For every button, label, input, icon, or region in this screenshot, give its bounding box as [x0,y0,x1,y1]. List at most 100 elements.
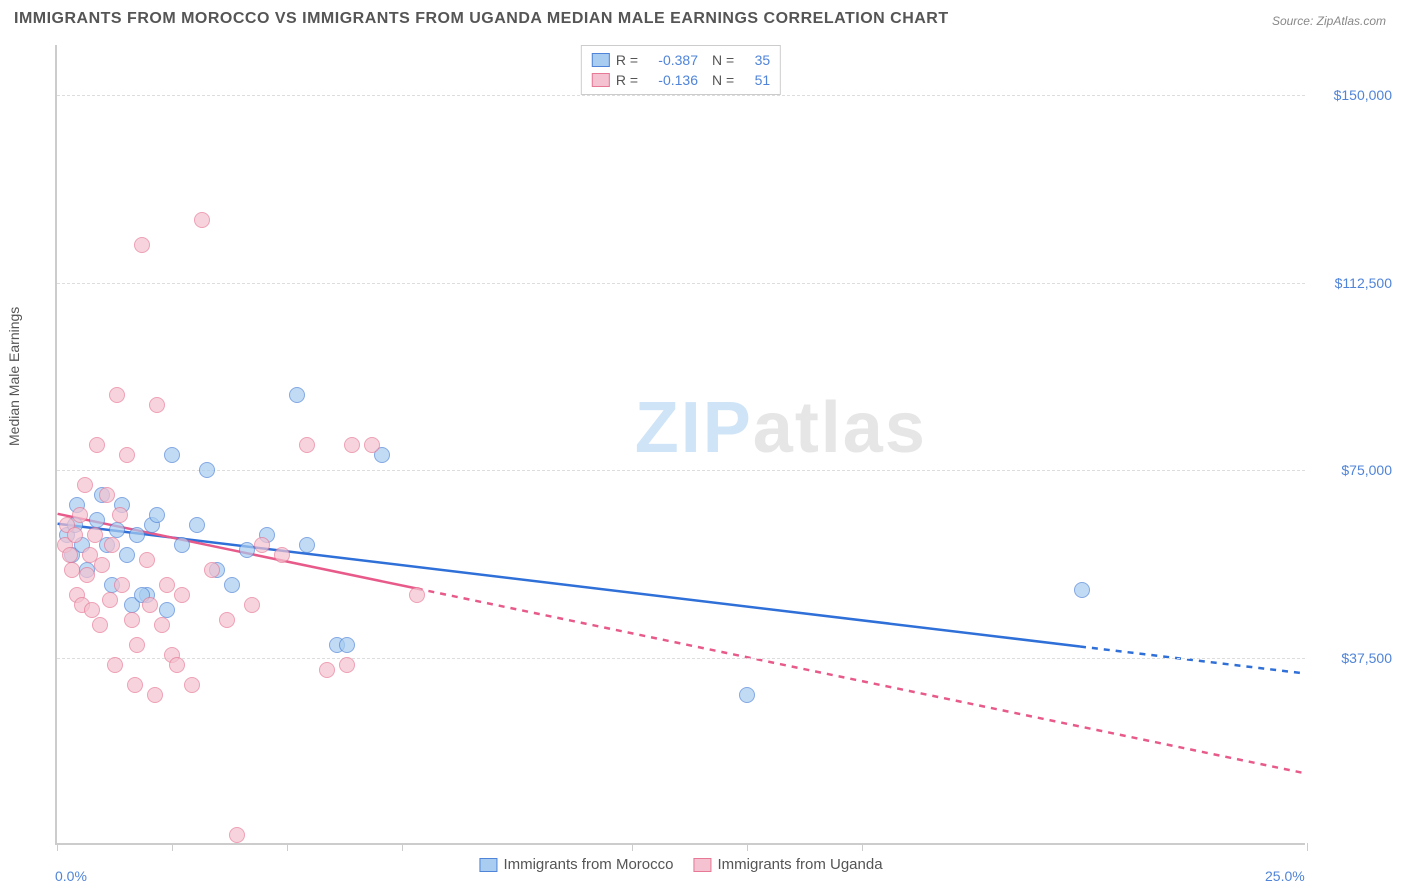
scatter-point [112,507,128,523]
scatter-point [204,562,220,578]
correlation-legend: R = -0.387 N = 35 R = -0.136 N = 51 [581,45,781,95]
scatter-point [129,527,145,543]
x-tick [57,843,58,851]
scatter-point [104,537,120,553]
scatter-point [124,612,140,628]
legend-item-morocco: Immigrants from Morocco [479,856,673,873]
scatter-point [62,547,78,563]
scatter-point [319,662,335,678]
scatter-point [189,517,205,533]
swatch-uganda-icon [693,858,711,872]
scatter-point [109,387,125,403]
scatter-point [109,522,125,538]
gridline [57,470,1305,471]
y-tick-label: $37,500 [1341,650,1392,666]
scatter-point [239,542,255,558]
gridline [57,283,1305,284]
scatter-point [1074,582,1090,598]
scatter-point [127,677,143,693]
x-tick [862,843,863,851]
scatter-point [409,587,425,603]
watermark-atlas: atlas [753,388,927,468]
gridline [57,658,1305,659]
watermark-zip: ZIP [635,388,753,468]
scatter-point [114,577,130,593]
correlation-legend-row-uganda: R = -0.136 N = 51 [592,70,770,90]
source-attribution: Source: ZipAtlas.com [1272,14,1386,28]
chart-title: IMMIGRANTS FROM MOROCCO VS IMMIGRANTS FR… [14,10,949,28]
watermark: ZIPatlas [635,387,927,469]
scatter-point [199,462,215,478]
scatter-point [149,397,165,413]
scatter-point [219,612,235,628]
scatter-point [344,437,360,453]
scatter-point [92,617,108,633]
x-axis-min-label: 0.0% [55,868,87,884]
scatter-point [169,657,185,673]
scatter-point [64,562,80,578]
swatch-uganda [592,73,610,87]
legend-label-uganda: Immigrants from Uganda [717,856,882,873]
scatter-point [134,237,150,253]
scatter-point [147,687,163,703]
n-value-uganda: 51 [740,72,770,88]
y-tick-label: $112,500 [1335,275,1392,291]
scatter-point [174,587,190,603]
scatter-point [129,637,145,653]
scatter-point [229,827,245,843]
scatter-point [174,537,190,553]
scatter-point [299,437,315,453]
legend-label-morocco: Immigrants from Morocco [503,856,673,873]
scatter-point [364,437,380,453]
x-axis-max-label: 25.0% [1265,868,1305,884]
scatter-point [299,537,315,553]
scatter-point [107,657,123,673]
scatter-point [289,387,305,403]
scatter-point [194,212,210,228]
plot-area: ZIPatlas R = -0.387 N = 35 R = -0.136 N … [55,45,1305,845]
scatter-point [89,512,105,528]
r-label: R = [616,72,638,88]
scatter-point [77,477,93,493]
x-tick [747,843,748,851]
scatter-point [224,577,240,593]
x-tick [632,843,633,851]
series-legend: Immigrants from Morocco Immigrants from … [479,856,882,873]
scatter-point [164,447,180,463]
chart-container: IMMIGRANTS FROM MOROCCO VS IMMIGRANTS FR… [0,0,1406,892]
scatter-point [72,507,88,523]
r-value-uganda: -0.136 [644,72,698,88]
legend-item-uganda: Immigrants from Uganda [693,856,882,873]
x-tick [402,843,403,851]
scatter-point [159,577,175,593]
scatter-point [274,547,290,563]
gridline [57,95,1305,96]
x-tick [172,843,173,851]
scatter-point [87,527,103,543]
scatter-point [67,527,83,543]
n-label: N = [712,52,734,68]
x-tick [1307,843,1308,851]
scatter-point [142,597,158,613]
scatter-point [244,597,260,613]
scatter-point [89,437,105,453]
r-label: R = [616,52,638,68]
scatter-point [149,507,165,523]
scatter-point [119,547,135,563]
scatter-point [739,687,755,703]
scatter-point [84,602,100,618]
correlation-legend-row-morocco: R = -0.387 N = 35 [592,50,770,70]
swatch-morocco [592,53,610,67]
y-axis-label: Median Male Earnings [6,307,22,446]
n-label: N = [712,72,734,88]
scatter-point [119,447,135,463]
scatter-point [99,487,115,503]
n-value-morocco: 35 [740,52,770,68]
scatter-point [254,537,270,553]
x-tick [287,843,288,851]
swatch-morocco-icon [479,858,497,872]
scatter-point [184,677,200,693]
scatter-point [159,602,175,618]
scatter-point [102,592,118,608]
scatter-point [94,557,110,573]
